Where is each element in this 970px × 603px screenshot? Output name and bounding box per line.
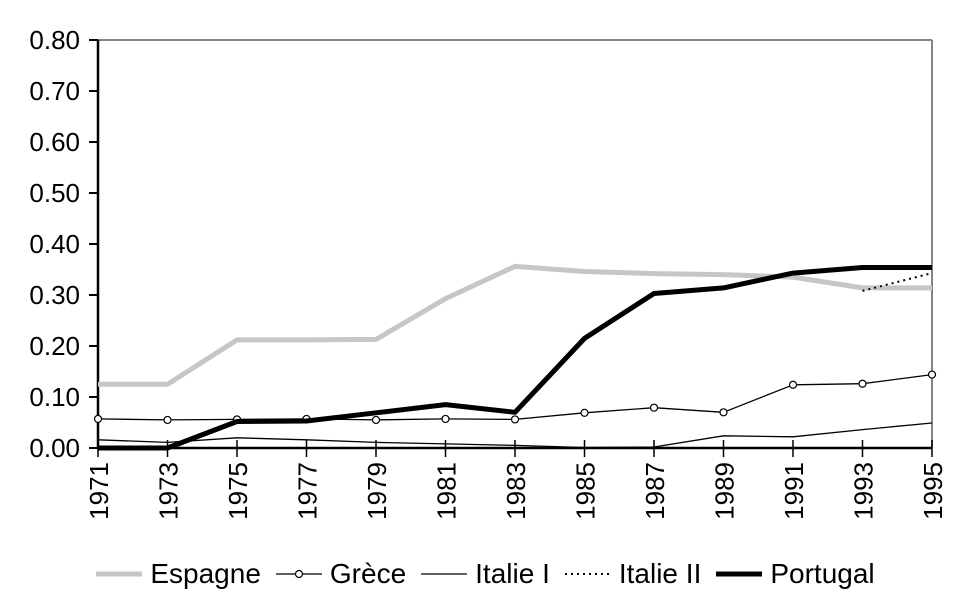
series-line-portugal (98, 265, 932, 451)
x-tick-label: 1991 (779, 462, 809, 520)
x-tick-label: 1985 (571, 462, 601, 520)
series-marker-gr-ce (371, 415, 381, 425)
y-tick-label: 0.00 (29, 433, 80, 463)
legend-item-portugal: Portugal (715, 558, 875, 590)
series-marker-gr-ce (93, 414, 103, 424)
legend-label-gr-ce: Grèce (329, 558, 407, 589)
series-marker-gr-ce (580, 408, 589, 417)
legend-item-gr-ce: Grèce (275, 558, 406, 590)
x-tick-label: 1971 (84, 462, 114, 520)
x-tick-label: 1993 (849, 462, 879, 520)
legend-item-italie-i: Italie I (420, 558, 550, 590)
legend-circle-marker-icon (294, 569, 304, 579)
legend-swatch-italie-ii (564, 573, 611, 575)
legend-swatch-gr-ce (275, 569, 322, 579)
y-tick-label: 0.80 (29, 25, 80, 55)
y-tick-label: 0.50 (29, 178, 80, 208)
legend-label-portugal: Portugal (770, 558, 875, 589)
chart-canvas: 0.00 0.10 0.20 0.30 0.40 0.50 0.60 0.70 0.80 1971… (29, 25, 948, 520)
x-tick-label: 1987 (640, 462, 670, 520)
series-marker-gr-ce (441, 414, 450, 424)
x-tick-label: 1983 (501, 462, 531, 520)
chart-legend: Espagne Grèce Italie I Italie II Portugal (0, 552, 970, 596)
y-tick-label: 0.40 (29, 229, 80, 259)
x-tick-label: 1995 (918, 462, 948, 520)
series-line-italie-i (97, 422, 933, 449)
x-tick-label: 1979 (362, 462, 392, 520)
series-marker-gr-ce (649, 403, 659, 412)
y-tick-label: 0.10 (29, 382, 80, 412)
x-tick-label: 1973 (154, 462, 184, 520)
legend-swatch-portugal (716, 571, 763, 577)
x-tick-label: 1975 (223, 462, 253, 520)
series-marker-gr-ce (510, 415, 520, 424)
y-tick-label: 0.30 (29, 280, 80, 310)
legend-label-italie-ii: Italie II (618, 558, 702, 589)
y-tick-label: 0.60 (29, 127, 80, 157)
legend-label-italie-i: Italie I (475, 558, 550, 589)
legend-swatch-espagne (96, 571, 143, 577)
series-marker-gr-ce (858, 379, 867, 388)
y-tick-label: 0.70 (29, 76, 80, 106)
x-tick-label: 1977 (293, 462, 323, 520)
series-line-espagne (98, 263, 932, 387)
legend-swatch-italie-i (421, 573, 468, 575)
series-marker-gr-ce (163, 415, 172, 425)
y-tick-label: 0.20 (29, 331, 80, 361)
legend-item-italie-ii: Italie II (564, 558, 701, 590)
series-marker-gr-ce (719, 408, 728, 417)
series-marker-gr-ce (927, 370, 937, 379)
series-marker-gr-ce (788, 380, 798, 389)
x-tick-label: 1981 (432, 462, 462, 520)
legend-item-espagne: Espagne (95, 558, 261, 590)
legend-label-espagne: Espagne (150, 558, 261, 589)
x-tick-label: 1989 (710, 462, 740, 520)
